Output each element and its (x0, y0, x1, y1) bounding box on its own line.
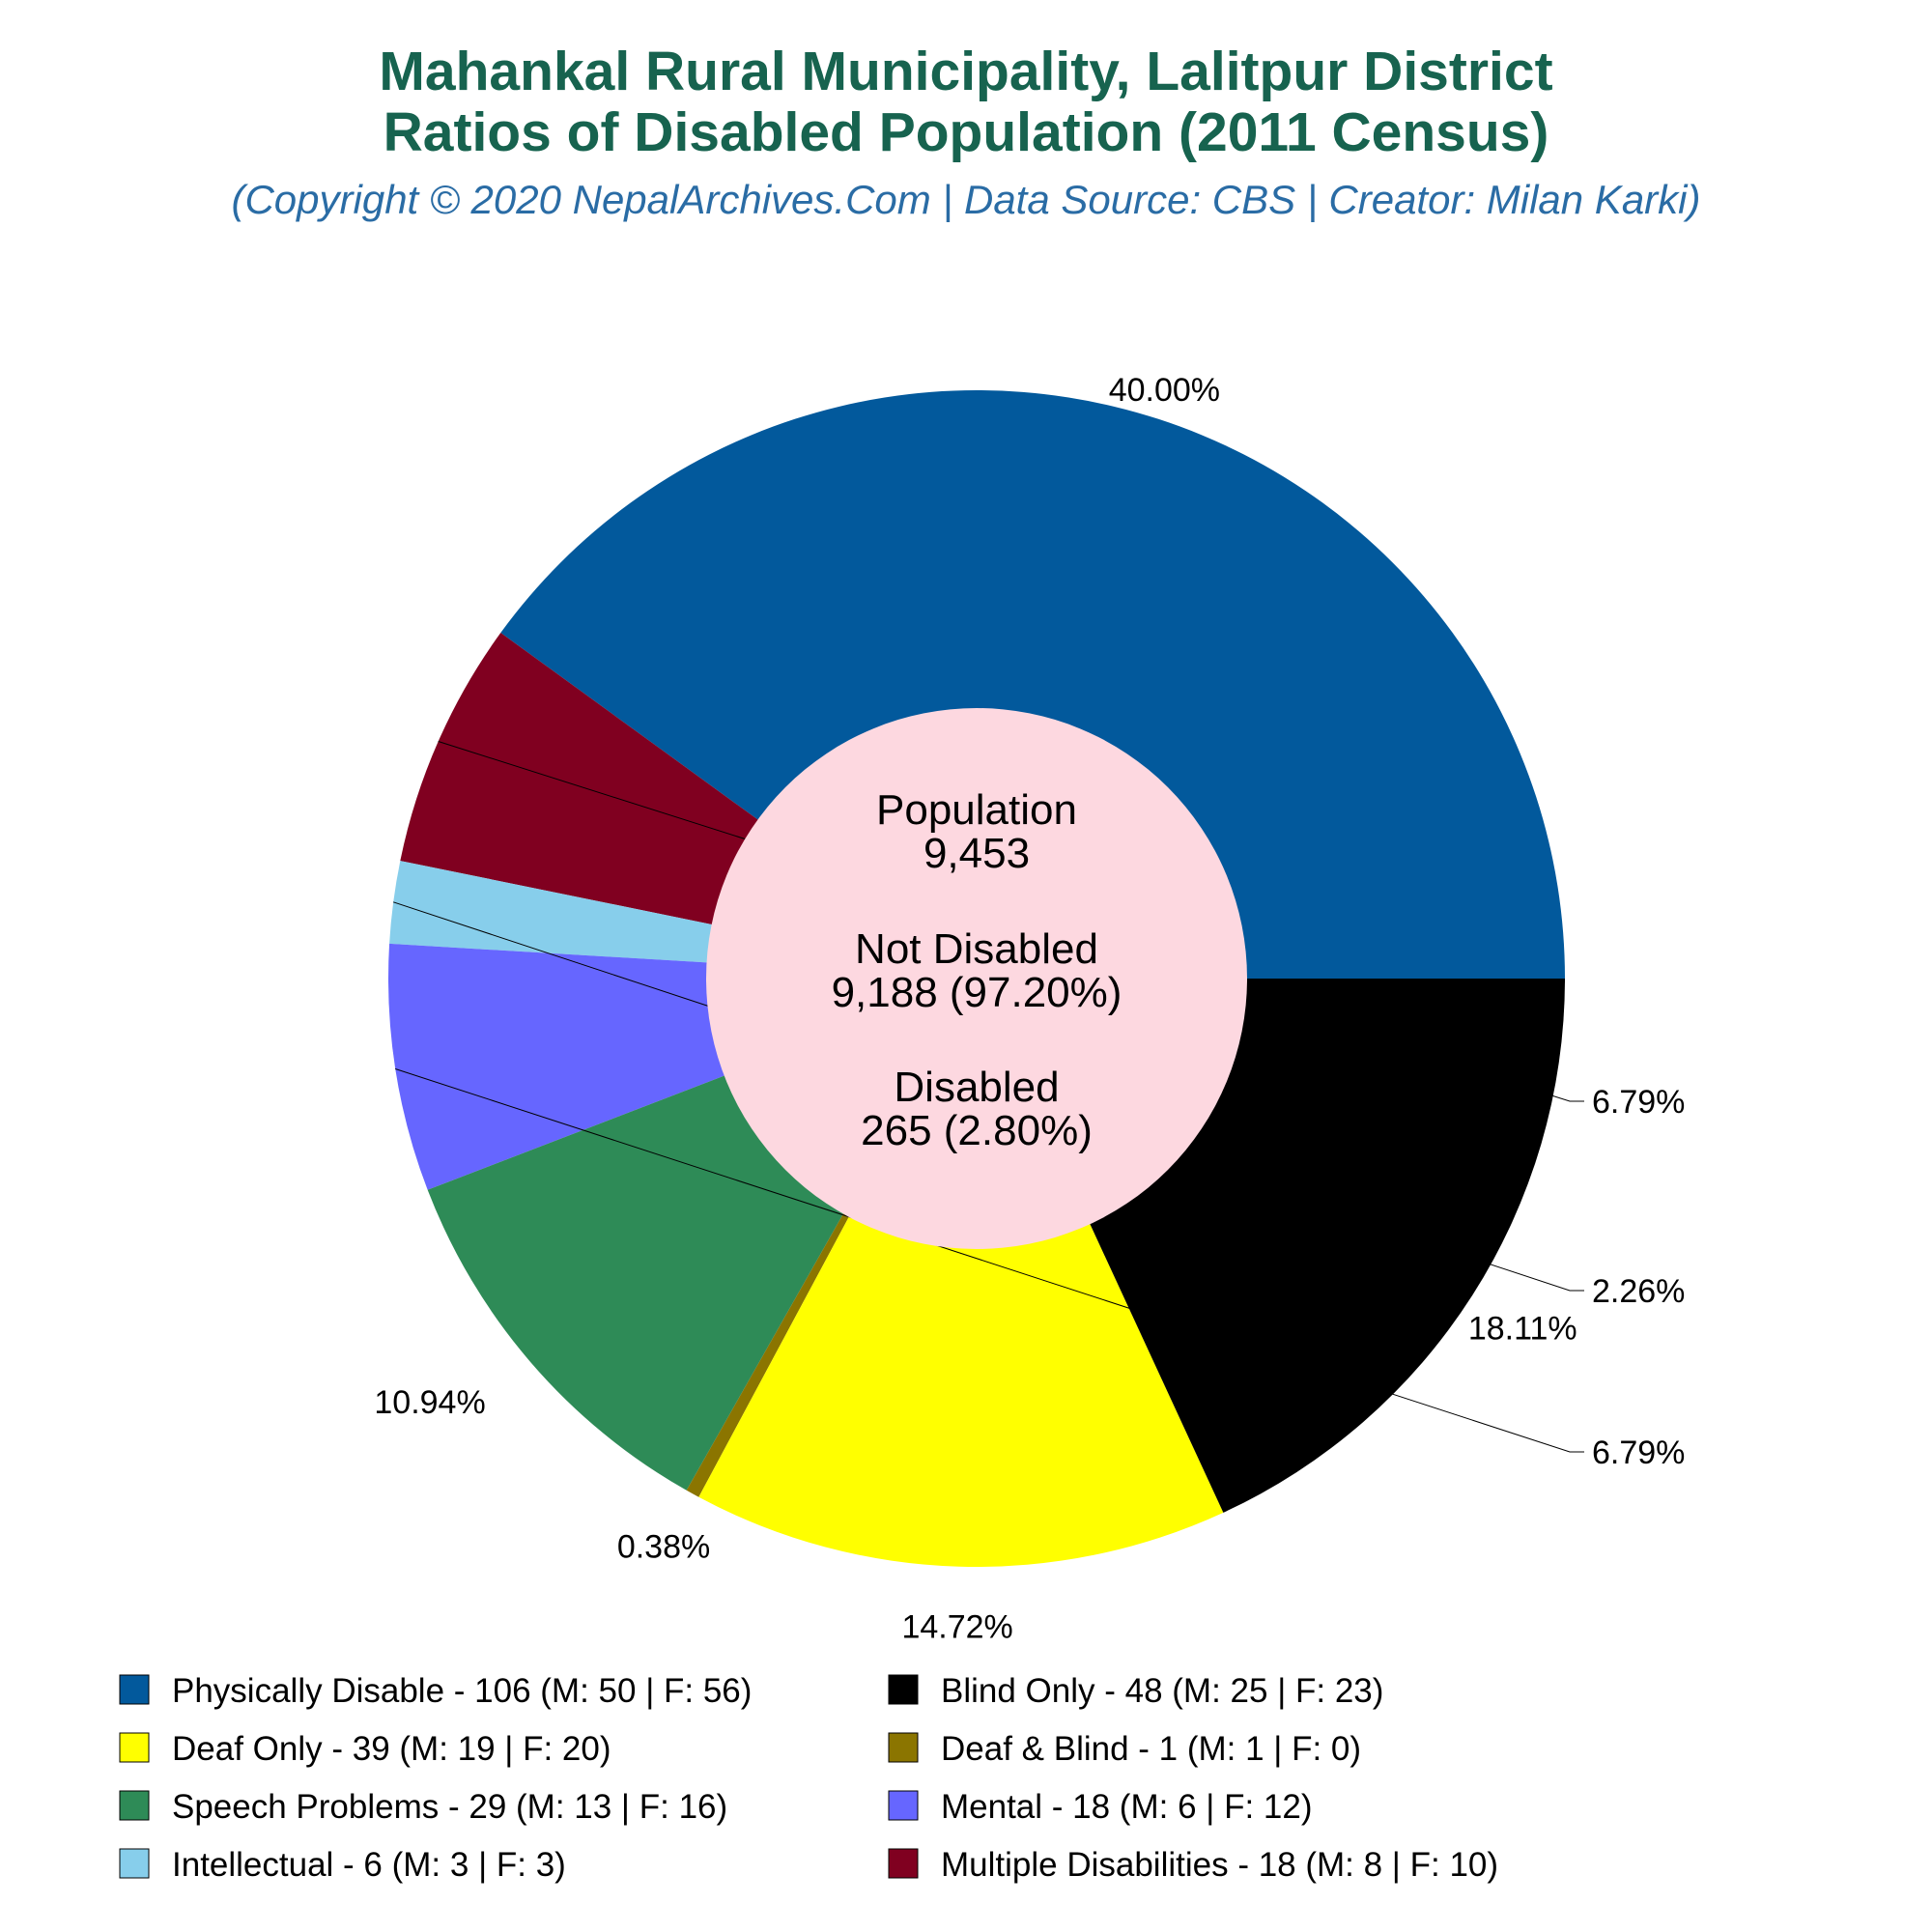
legend-label: Blind Only - 48 (M: 25 | F: 23) (941, 1672, 1383, 1710)
slice-percent-label: 6.79% (1592, 1435, 1685, 1471)
legend-item: Mental - 18 (M: 6 | F: 12) (888, 1788, 1313, 1826)
legend-item: Physically Disable - 106 (M: 50 | F: 56) (119, 1672, 752, 1710)
slice-percent-label: 40.00% (1109, 372, 1220, 409)
legend-item: Speech Problems - 29 (M: 13 | F: 16) (119, 1788, 727, 1826)
legend-swatch (119, 1848, 150, 1879)
center-disabled-label: Disabled (894, 1064, 1059, 1111)
percent-labels: 40.00% 6.79% 2.26% 6.79% 10.94% 0.38% 14.72% 18… (374, 372, 1685, 1646)
legend-label: Multiple Disabilities - 18 (M: 8 | F: 10… (941, 1846, 1498, 1884)
center-disabled-value: 265 (2.80%) (861, 1107, 1093, 1154)
chart-subtitle: (Copyright © 2020 NepalArchives.Com | Da… (231, 177, 1700, 223)
legend-swatch (119, 1732, 150, 1763)
center-disc (706, 708, 1247, 1249)
legend-item: Deaf & Blind - 1 (M: 1 | F: 0) (888, 1730, 1361, 1768)
legend-item: Deaf Only - 39 (M: 19 | F: 20) (119, 1730, 611, 1768)
legend-label: Deaf & Blind - 1 (M: 1 | F: 0) (941, 1730, 1361, 1768)
legend-item: Intellectual - 6 (M: 3 | F: 3) (119, 1846, 566, 1884)
legend-swatch (888, 1848, 919, 1879)
legend-swatch (888, 1732, 919, 1763)
legend-item: Multiple Disabilities - 18 (M: 8 | F: 10… (888, 1846, 1498, 1884)
center-not-disabled-label: Not Disabled (855, 925, 1098, 973)
slice-percent-label: 14.72% (901, 1609, 1012, 1646)
legend-swatch (888, 1790, 919, 1821)
center-population-label: Population (876, 786, 1077, 834)
chart-title-line2: Ratios of Disabled Population (2011 Cens… (384, 101, 1549, 163)
legend-label: Mental - 18 (M: 6 | F: 12) (941, 1788, 1313, 1826)
slice-percent-label: 18.11% (1468, 1311, 1577, 1348)
legend-label: Physically Disable - 106 (M: 50 | F: 56) (172, 1672, 752, 1710)
legend-item: Blind Only - 48 (M: 25 | F: 23) (888, 1672, 1383, 1710)
pie-slice (500, 389, 1566, 979)
legend-label: Intellectual - 6 (M: 3 | F: 3) (172, 1846, 566, 1884)
legend-label: Speech Problems - 29 (M: 13 | F: 16) (172, 1788, 727, 1826)
legend-swatch (888, 1674, 919, 1705)
legend-swatch (119, 1790, 150, 1821)
slice-percent-label: 6.79% (1592, 1084, 1685, 1121)
legend: Physically Disable - 106 (M: 50 | F: 56)… (119, 1672, 1498, 1884)
slice-percent-label: 10.94% (374, 1384, 485, 1421)
legend-label: Deaf Only - 39 (M: 19 | F: 20) (172, 1730, 611, 1768)
center-not-disabled-value: 9,188 (97.20%) (832, 969, 1122, 1016)
slice-percent-label: 0.38% (617, 1529, 710, 1566)
slice-percent-label: 2.26% (1592, 1273, 1685, 1310)
legend-swatch (119, 1674, 150, 1705)
leader-line (395, 1068, 1584, 1453)
center-population-value: 9,453 (923, 830, 1030, 877)
pie-slice (698, 979, 1224, 1567)
chart-title-line1: Mahankal Rural Municipality, Lalitpur Di… (379, 41, 1552, 102)
